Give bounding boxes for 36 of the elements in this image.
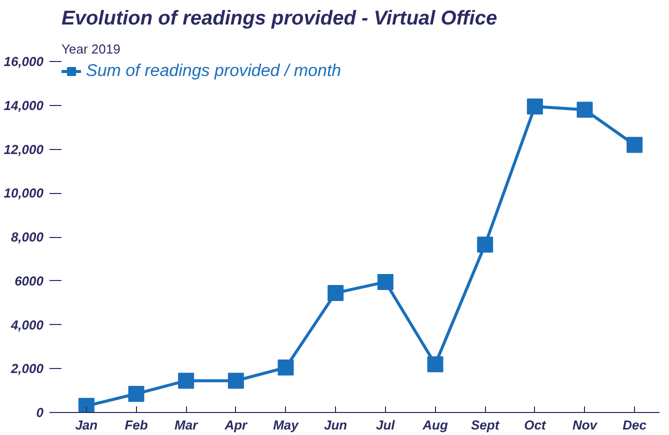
point (228, 372, 244, 389)
x-tick-label: Jul (376, 418, 396, 432)
point (78, 398, 94, 412)
point (278, 360, 294, 376)
x-tick-label: May (273, 418, 300, 432)
point (427, 356, 444, 372)
y-tick-label: 6000 (14, 273, 44, 288)
y-tick-label: 8,000 (10, 230, 44, 244)
y-tick-label: 4,000 (10, 317, 44, 332)
x-tick-label: Sept (471, 418, 500, 432)
x-tick-label: Feb (124, 418, 148, 432)
point (328, 284, 344, 301)
x-tick-label: Mar (174, 418, 199, 432)
x-tick-label: Jan (75, 418, 98, 432)
point (178, 372, 194, 389)
legend-label: Sum of readings provided / month (86, 61, 342, 81)
y-tick-label: 14,000 (4, 98, 44, 113)
y-tick-label: 16,000 (4, 54, 44, 69)
x-tick-label: Nov (572, 418, 598, 432)
y-tick-label: 10,000 (4, 186, 44, 201)
chart-title: Evolution of readings provided - Virtual Office (62, 8, 498, 30)
point (576, 102, 593, 118)
point (128, 386, 144, 402)
y-tick-label: 12,000 (4, 142, 44, 157)
x-tick-label: Jun (324, 418, 348, 432)
x-tick-label: Aug (422, 418, 448, 432)
x-tick-label: Apr (224, 418, 248, 432)
point (377, 274, 394, 290)
x-tick-label: Dec (622, 418, 648, 432)
point (626, 136, 643, 153)
y-tick-label: 2,000 (10, 361, 44, 376)
chart-subtitle: Year 2019 (62, 42, 120, 56)
point (526, 98, 543, 114)
y-tick-label: 0 (36, 405, 44, 420)
point (477, 236, 494, 253)
x-tick-label: Oct (524, 418, 546, 432)
